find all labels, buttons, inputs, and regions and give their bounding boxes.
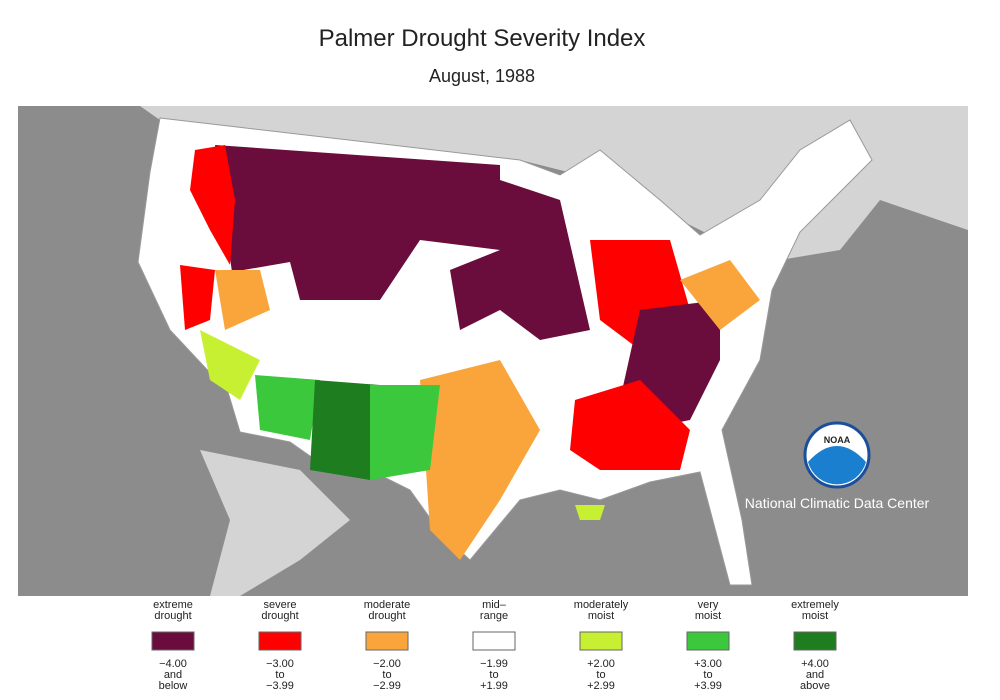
legend-label: moist [695,610,721,622]
moist-region [370,385,440,480]
moist-region [310,380,380,480]
legend-swatch [686,631,730,651]
logo-caption: National Climatic Data Center [745,495,930,511]
legend-swatch [365,631,409,651]
legend-range: to [489,669,498,681]
legend-range: to [703,669,712,681]
title: Palmer Drought Severity Index [319,25,646,52]
legend-range: −2.99 [373,680,401,692]
drought-region [190,145,235,265]
legend-range: +3.99 [694,680,722,692]
subtitle: August, 1988 [429,66,535,86]
legend-label: moist [802,610,828,622]
legend-range: −1.99 [480,658,508,670]
logo-label: NOAA [824,435,851,445]
logo-wave [808,446,866,485]
map: NOAA National Climatic Data Center [18,106,968,596]
mexico [200,450,350,596]
legend-range: +4.00 [801,658,829,670]
legend-range: to [275,669,284,681]
legend-label: extreme [153,599,193,611]
legend-label: moderately [574,599,629,611]
legend-swatch [472,631,516,651]
legend-range: and [164,669,182,681]
legend-label: moderate [364,599,410,611]
legend-range: −3.99 [266,680,294,692]
legend-label: drought [154,610,191,622]
legend-range: −2.00 [373,658,401,670]
drought-region [180,265,215,330]
legend-label: moist [588,610,614,622]
drought-region [570,380,690,470]
moist-region [255,375,320,440]
drought-region [680,260,760,330]
legend-label: very [698,599,719,611]
legend-label: extremely [791,599,839,611]
legend-label: drought [261,610,298,622]
moist-region [200,330,260,400]
legend-swatch [258,631,302,651]
legend-range: to [596,669,605,681]
legend-range: +3.00 [694,658,722,670]
legend-range: above [800,680,830,692]
legend-swatch [579,631,623,651]
legend-range: +1.99 [480,680,508,692]
legend-swatch [151,631,195,651]
legend-range: and [806,669,824,681]
legend-label: mid– [482,599,507,611]
legend-range: −3.00 [266,658,294,670]
legend-swatch [793,631,837,651]
drought-region [420,360,540,560]
legend-label: severe [263,599,296,611]
legend-label: range [480,610,508,622]
moist-region [575,505,605,520]
drought-region [215,270,270,330]
legend-range: to [382,669,391,681]
legend-label: drought [368,610,405,622]
drought-region [215,145,500,300]
legend-range: −4.00 [159,658,187,670]
drought-region [450,180,590,340]
legend: extremedrought−4.00andbelowseveredrought… [151,599,839,692]
legend-range: below [159,680,188,692]
legend-range: +2.00 [587,658,615,670]
legend-range: +2.99 [587,680,615,692]
